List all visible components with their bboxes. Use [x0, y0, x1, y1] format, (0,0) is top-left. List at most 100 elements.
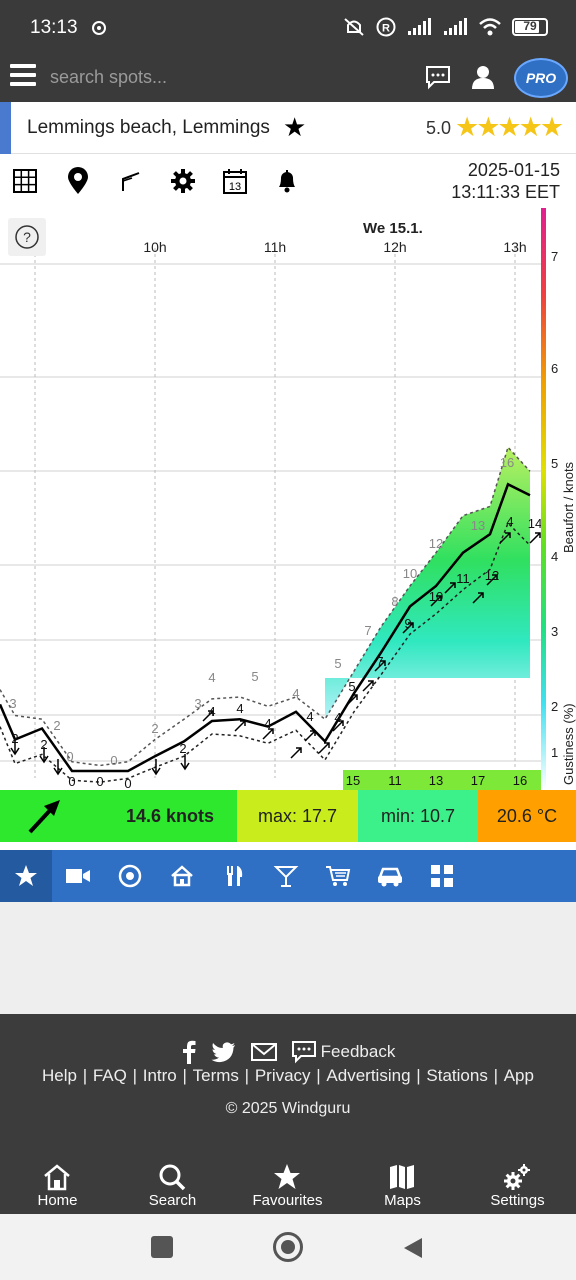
cat-favourites[interactable]: [0, 850, 52, 902]
wind-arrow-head: [450, 582, 456, 588]
mean-wind-label: 9: [404, 616, 411, 631]
strip-value: 15: [346, 773, 360, 788]
cat-shops[interactable]: [312, 850, 364, 902]
mean-wind-label: 0: [124, 776, 131, 790]
beaufort-tick: 5: [551, 456, 558, 471]
help-button[interactable]: ?: [8, 218, 46, 256]
wind-arrow-head: [535, 532, 541, 538]
gust-label: 13: [471, 518, 485, 533]
favourite-star-icon[interactable]: ★: [283, 112, 307, 142]
cocktail-icon: [273, 866, 299, 887]
spot-rating: 5.0: [426, 118, 452, 138]
bell-icon[interactable]: [272, 166, 302, 196]
wind-chart: 2 2 0 0 0 2 4 4 4 4 4 5 7 9 10 11 12 4 14 3 2 0 0 2 3 4 5 4 5 7 8 10 12 1…: [0, 208, 576, 791]
wind-arrow-head: [436, 595, 442, 601]
footer-link-privacy[interactable]: Privacy: [254, 1066, 311, 1085]
nav-settings[interactable]: Settings: [460, 1156, 575, 1214]
wind-max: max: 17.7: [257, 805, 338, 826]
map-icon: [390, 1165, 414, 1189]
strip-value: 11: [388, 773, 402, 788]
footer-link-faq[interactable]: FAQ: [92, 1066, 127, 1085]
footer-link-terms[interactable]: Terms: [192, 1066, 239, 1085]
wind-arrow: [444, 582, 456, 594]
beaufort-ticks: 7 6 5 4 3 2 1: [551, 249, 558, 760]
mean-wind-label: 4: [334, 710, 341, 725]
footer-link-stations[interactable]: Stations: [426, 1066, 488, 1085]
wind-arrow-head: [478, 592, 484, 598]
footer-link-help[interactable]: Help: [42, 1066, 77, 1085]
cat-rentals[interactable]: [364, 850, 416, 902]
mean-wind-label: 12: [485, 568, 499, 583]
feedback-icon: [291, 1041, 316, 1064]
category-bar: [0, 850, 576, 902]
mean-wind-label: 0: [68, 774, 75, 789]
temperature: 20.6 °C: [496, 805, 558, 826]
strip-value: 17: [471, 773, 485, 788]
settings-gear-icon[interactable]: [168, 166, 198, 196]
beaufort-tick: 6: [551, 361, 558, 376]
gust-label: 3: [9, 696, 16, 711]
mean-wind-label: 4: [236, 701, 243, 716]
station-icon[interactable]: [115, 166, 145, 196]
cat-more[interactable]: [416, 850, 468, 902]
spot-name[interactable]: Lemmings beach, Lemmings: [27, 117, 270, 138]
signal-icon: [408, 18, 431, 35]
cat-accommodation[interactable]: [156, 850, 208, 902]
calendar-icon[interactable]: 13: [220, 166, 250, 196]
pro-badge[interactable]: PRO: [514, 58, 568, 98]
user-icon[interactable]: [470, 64, 496, 90]
recents-button[interactable]: [151, 1236, 173, 1258]
wind-arrow: [290, 747, 302, 759]
status-icons: R 79: [342, 16, 548, 38]
hamburger-menu-icon[interactable]: [10, 64, 36, 90]
cat-spots[interactable]: [104, 850, 156, 902]
content-area: [0, 902, 576, 1014]
wind-arrow-head: [352, 694, 358, 700]
gust-line: [0, 445, 531, 767]
wind-arrow-head: [505, 532, 511, 538]
day-label: We 15.1.: [363, 220, 423, 237]
nav-maps[interactable]: Maps: [345, 1156, 460, 1214]
mean-wind-label: 4: [208, 704, 215, 719]
wind-arrow: [202, 710, 214, 722]
gear-icon: [504, 1164, 530, 1190]
wind-arrow: [430, 595, 442, 607]
search-input[interactable]: [50, 62, 380, 92]
copyright: © 2025 Windguru: [225, 1100, 351, 1117]
y-axis-label: Beaufort / knots: [561, 461, 576, 553]
nav-home[interactable]: Home: [0, 1156, 115, 1214]
facebook-icon[interactable]: [181, 1040, 197, 1064]
nav-settings-label: Settings: [490, 1192, 545, 1209]
feedback-link[interactable]: Feedback: [291, 1040, 395, 1064]
fork-knife-icon: [227, 866, 243, 886]
nav-search[interactable]: Search: [115, 1156, 230, 1214]
wind-arrow-head: [208, 710, 214, 716]
mail-icon[interactable]: [250, 1043, 277, 1061]
footer-link-advertising[interactable]: Advertising: [326, 1066, 411, 1085]
target-icon: [118, 864, 142, 888]
rating-stars: ★★★★★: [455, 112, 564, 142]
gust-label: 0: [66, 749, 73, 764]
mean-wind-label: 4: [306, 709, 313, 724]
back-button[interactable]: [402, 1236, 424, 1260]
twitter-icon[interactable]: [211, 1041, 237, 1063]
x-tick-label: 10h: [143, 239, 166, 255]
mean-wind-label: 2: [11, 731, 18, 746]
table-icon[interactable]: [10, 166, 40, 196]
wind-arrow: [374, 660, 386, 672]
cat-restaurants[interactable]: [208, 850, 260, 902]
location-pin-icon[interactable]: [63, 166, 93, 196]
chat-icon[interactable]: [424, 64, 452, 90]
footer-link-app[interactable]: App: [503, 1066, 534, 1085]
cat-bars[interactable]: [260, 850, 312, 902]
cat-webcams[interactable]: [52, 850, 104, 902]
battery-level: 79: [523, 19, 537, 33]
spot-accent: [0, 102, 11, 154]
footer-link-intro[interactable]: Intro: [142, 1066, 177, 1085]
search-icon: [159, 1164, 186, 1191]
wind-arrow: [529, 532, 541, 544]
nav-favourites[interactable]: Favourites: [230, 1156, 345, 1214]
home-button[interactable]: [273, 1232, 303, 1262]
car-icon: [378, 867, 402, 887]
